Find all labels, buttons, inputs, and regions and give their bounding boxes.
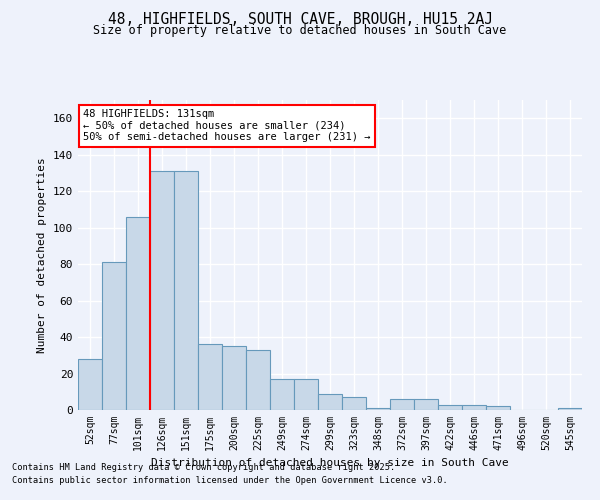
Bar — [558, 408, 582, 410]
Bar — [486, 406, 510, 410]
Text: Size of property relative to detached houses in South Cave: Size of property relative to detached ho… — [94, 24, 506, 37]
Bar — [342, 397, 366, 410]
X-axis label: Distribution of detached houses by size in South Cave: Distribution of detached houses by size … — [151, 458, 509, 468]
Text: Contains HM Land Registry data © Crown copyright and database right 2025.: Contains HM Land Registry data © Crown c… — [12, 464, 395, 472]
Text: 48, HIGHFIELDS, SOUTH CAVE, BROUGH, HU15 2AJ: 48, HIGHFIELDS, SOUTH CAVE, BROUGH, HU15… — [107, 12, 493, 28]
Bar — [462, 404, 486, 410]
Bar — [294, 379, 318, 410]
Bar — [174, 171, 198, 410]
Bar — [126, 216, 150, 410]
Bar — [318, 394, 342, 410]
Bar — [414, 399, 438, 410]
Bar — [246, 350, 270, 410]
Bar — [366, 408, 390, 410]
Bar — [198, 344, 222, 410]
Bar — [78, 359, 102, 410]
Bar — [222, 346, 246, 410]
Bar — [438, 404, 462, 410]
Text: Contains public sector information licensed under the Open Government Licence v3: Contains public sector information licen… — [12, 476, 448, 485]
Bar — [270, 379, 294, 410]
Bar — [102, 262, 126, 410]
Bar — [150, 171, 174, 410]
Bar — [390, 399, 414, 410]
Text: 48 HIGHFIELDS: 131sqm
← 50% of detached houses are smaller (234)
50% of semi-det: 48 HIGHFIELDS: 131sqm ← 50% of detached … — [83, 110, 371, 142]
Y-axis label: Number of detached properties: Number of detached properties — [37, 157, 47, 353]
